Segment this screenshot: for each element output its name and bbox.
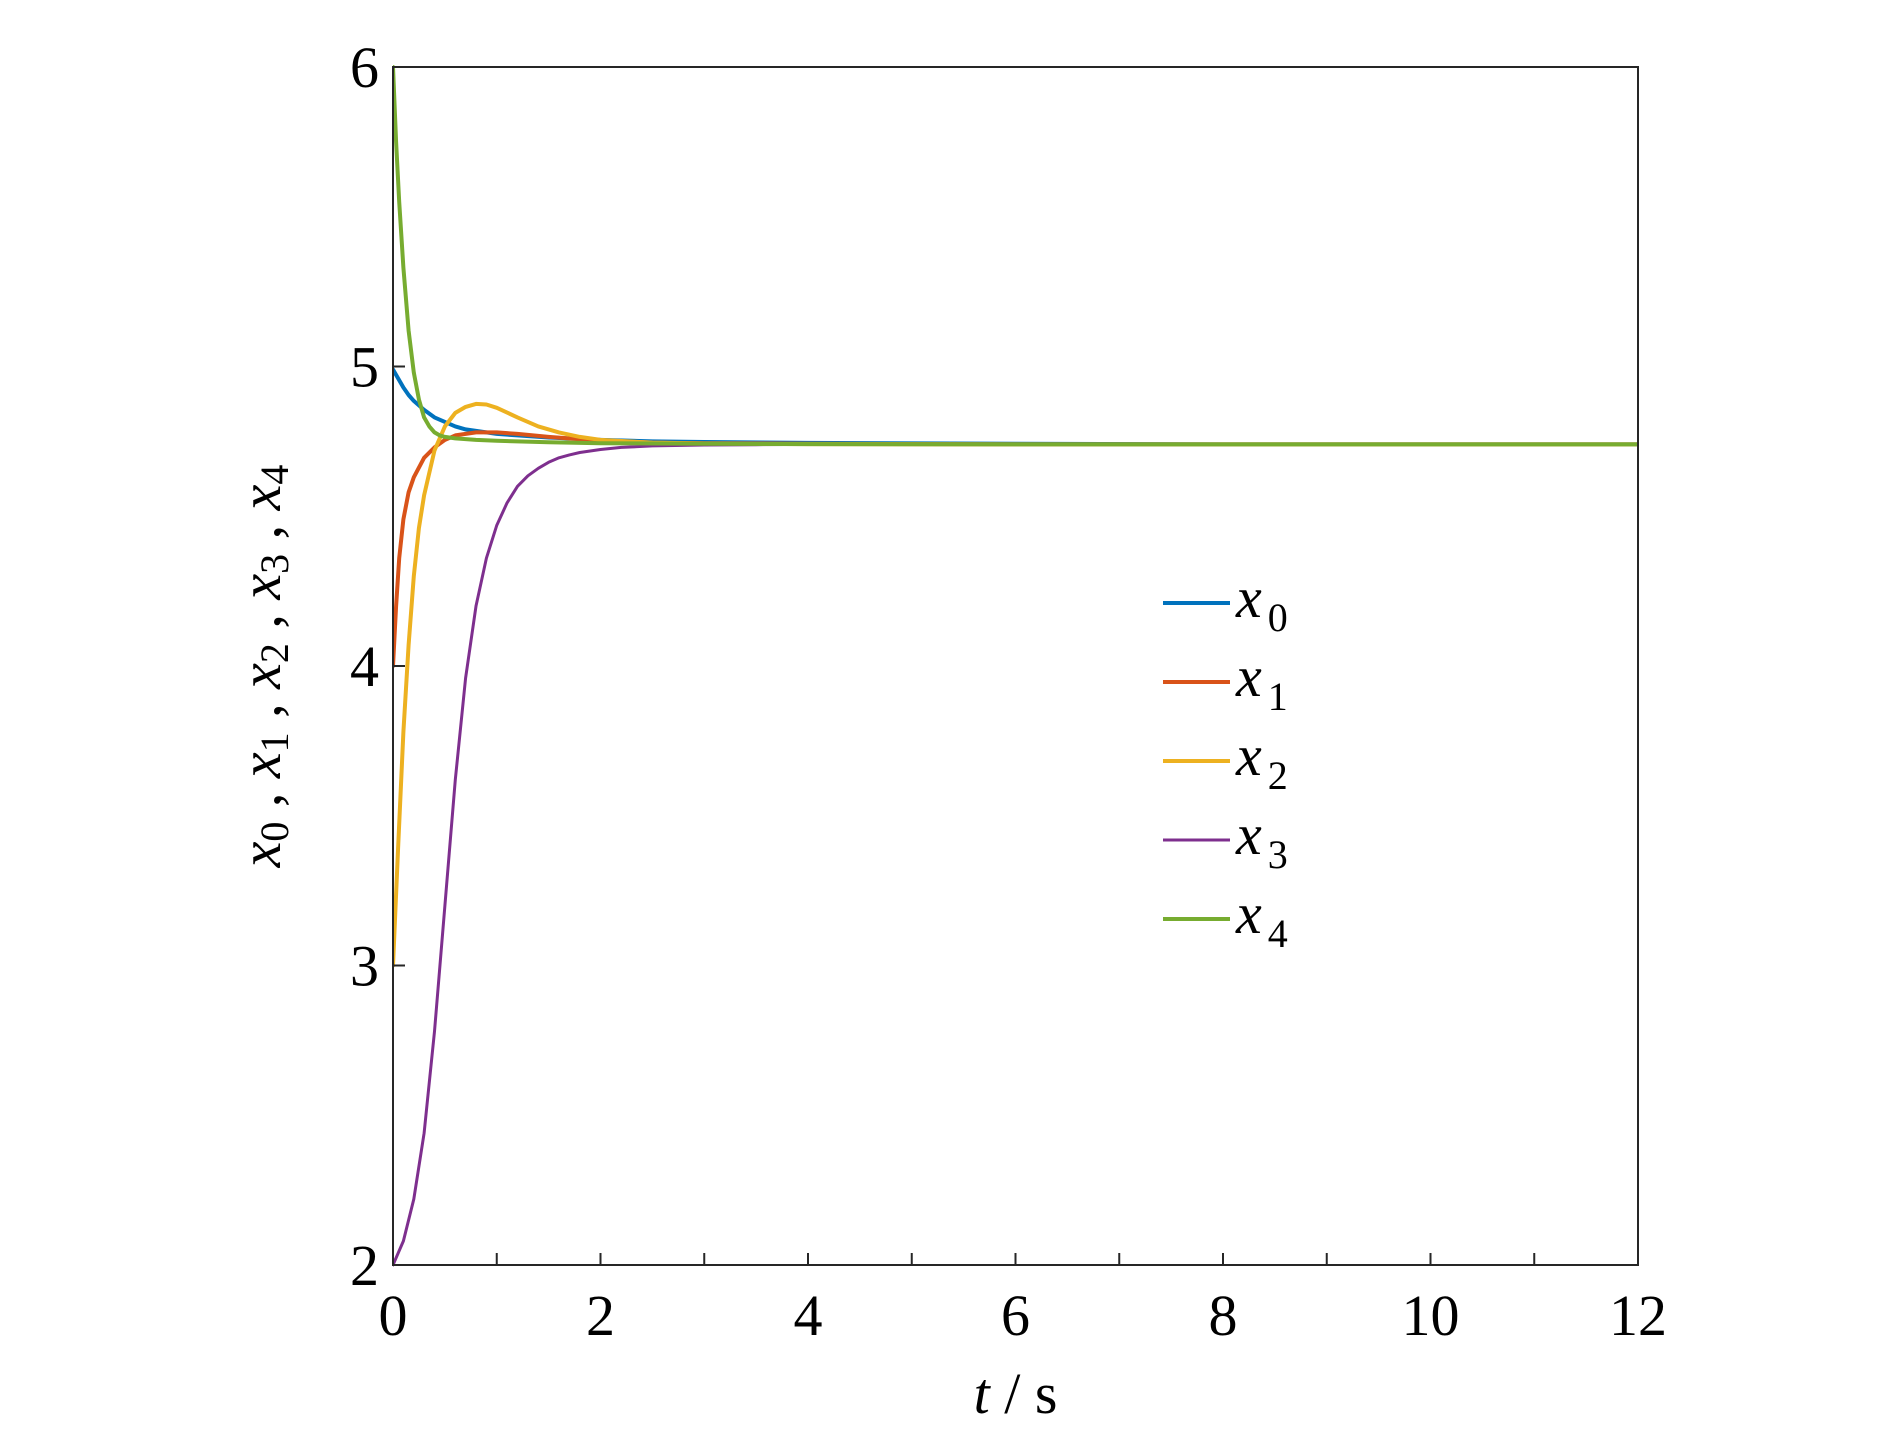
y-axis-title-subscript: 0 [252,822,297,842]
series-line-x4 [393,65,1638,447]
series-layer [393,65,1638,1267]
x-tick-label: 4 [794,1283,823,1348]
y-tick-label: 5 [350,335,379,400]
x-axis-title-unit: s [1035,1361,1058,1426]
legend: x 0x 1x 2x 3x 4 [1163,565,1288,956]
y-axis-title-var: x [228,574,293,601]
x-tick-label: 0 [379,1283,408,1348]
y-axis-title-separator: , [228,778,293,822]
y-axis-title-var: x [228,663,293,690]
y-axis-title-var: x [228,752,293,779]
y-tick-label: 6 [350,35,379,100]
x-axis-title: t / s [974,1361,1058,1426]
x-axis-title-sep: / [990,1361,1035,1426]
x-tick-labels: 0 2 4 6 8 10 12 [379,1283,1668,1348]
y-axis-title-separator: , [228,600,293,644]
y-axis-title-separator: , [228,510,293,554]
y-axis-title-subscript: 4 [252,465,297,485]
y-axis-title-subscript: 2 [252,643,297,663]
y-axis-title-subscript: 1 [252,732,297,752]
y-tick-label: 2 [350,1233,379,1298]
x-tick-label: 10 [1402,1283,1460,1348]
x-tick-label: 12 [1609,1283,1667,1348]
y-tick-label: 4 [350,634,379,699]
y-axis-title-var: x [228,841,293,868]
y-tick-labels: 2 3 4 5 6 [350,35,379,1298]
y-tick-label: 3 [350,934,379,999]
x-tick-label: 6 [1001,1283,1030,1348]
x-tick-label: 2 [586,1283,615,1348]
y-axis-title-var: x [228,484,293,511]
x-tick-label: 8 [1209,1283,1238,1348]
x-axis-title-var: t [974,1361,992,1426]
y-axis-title-subscript: 3 [252,554,297,574]
y-axis-title: x0 , x1 , x2 , x3 , x4 [228,465,297,869]
plot-frame [392,66,1639,1266]
y-axis-title-separator: , [228,689,293,733]
